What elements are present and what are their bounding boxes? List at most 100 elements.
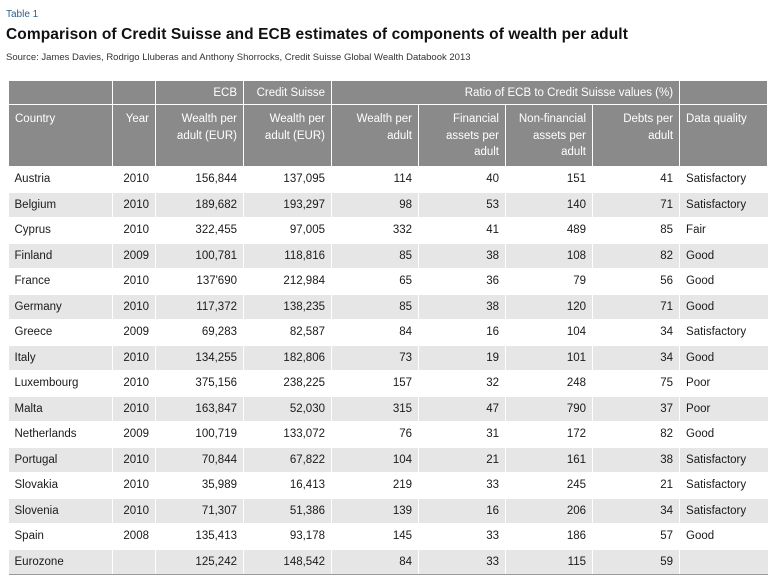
cell-year: 2010 bbox=[112, 217, 156, 244]
cell-ecb-wealth: 137'690 bbox=[155, 268, 244, 295]
cell-country: Finland bbox=[8, 242, 113, 269]
cell-country: Greece bbox=[8, 319, 113, 346]
cell-ratio-nonfinancial: 206 bbox=[505, 497, 593, 524]
cell-ratio-debts: 21 bbox=[591, 472, 681, 499]
wealth-comparison-table: ECB Credit Suisse Ratio of ECB to Credit… bbox=[8, 80, 769, 575]
cell-ratio-wealth: 219 bbox=[331, 472, 419, 499]
cell-ecb-wealth: 322,455 bbox=[155, 217, 244, 244]
cell-year bbox=[112, 548, 156, 575]
cell-year: 2009 bbox=[112, 319, 156, 346]
cell-data-quality: Good bbox=[679, 523, 768, 550]
cell-year: 2010 bbox=[112, 370, 156, 397]
cell-ratio-wealth: 84 bbox=[331, 548, 419, 575]
cell-year: 2009 bbox=[112, 242, 156, 269]
cell-ratio-nonfinancial: 120 bbox=[505, 293, 593, 320]
cell-ratio-debts: 75 bbox=[591, 370, 681, 397]
cell-year: 2010 bbox=[112, 344, 156, 371]
cell-ratio-debts: 82 bbox=[591, 242, 681, 269]
cell-data-quality: Poor bbox=[679, 395, 768, 422]
cell-ecb-wealth: 189,682 bbox=[155, 191, 244, 218]
cell-ratio-debts: 38 bbox=[591, 446, 681, 473]
header-empty-country bbox=[8, 80, 113, 105]
cell-ecb-wealth: 35,989 bbox=[155, 472, 244, 499]
cell-ratio-wealth: 98 bbox=[331, 191, 419, 218]
cell-ratio-debts: 41 bbox=[591, 166, 681, 193]
cell-data-quality: Satisfactory bbox=[679, 166, 768, 193]
cell-data-quality: Good bbox=[679, 242, 768, 269]
col-header-year: Year bbox=[112, 104, 156, 167]
cell-ratio-debts: 57 bbox=[591, 523, 681, 550]
cell-cs-wealth: 193,297 bbox=[243, 191, 332, 218]
cell-data-quality bbox=[679, 548, 768, 575]
cell-country: Luxembourg bbox=[8, 370, 113, 397]
cell-ratio-financial: 33 bbox=[418, 472, 506, 499]
cell-ecb-wealth: 156,844 bbox=[155, 166, 244, 193]
cell-ratio-nonfinancial: 101 bbox=[505, 344, 593, 371]
cell-year: 2010 bbox=[112, 293, 156, 320]
cell-cs-wealth: 51,386 bbox=[243, 497, 332, 524]
cell-data-quality: Good bbox=[679, 344, 768, 371]
cell-ratio-financial: 19 bbox=[418, 344, 506, 371]
table-body: Austria 2010 156,844 137,095 114 40 151 41 Satis… bbox=[8, 166, 768, 575]
cell-cs-wealth: 52,030 bbox=[243, 395, 332, 422]
table-row: Malta 2010 163,847 52,030 315 47 790 37 Poor bbox=[8, 395, 768, 422]
cell-ratio-nonfinancial: 151 bbox=[505, 166, 593, 193]
cell-country: Italy bbox=[8, 344, 113, 371]
cell-country: Belgium bbox=[8, 191, 113, 218]
header-group-ecb: ECB bbox=[155, 80, 244, 105]
cell-ratio-debts: 71 bbox=[591, 293, 681, 320]
table-row: Greece 2009 69,283 82,587 84 16 104 34 Satisfact… bbox=[8, 319, 768, 346]
cell-ecb-wealth: 163,847 bbox=[155, 395, 244, 422]
cell-country: Austria bbox=[8, 166, 113, 193]
cell-year: 2010 bbox=[112, 268, 156, 295]
cell-year: 2010 bbox=[112, 166, 156, 193]
cell-ratio-nonfinancial: 140 bbox=[505, 191, 593, 218]
cell-ratio-wealth: 85 bbox=[331, 242, 419, 269]
cell-ratio-nonfinancial: 161 bbox=[505, 446, 593, 473]
table-row: Belgium 2010 189,682 193,297 98 53 140 71 Satisf… bbox=[8, 191, 768, 218]
cell-ratio-debts: 37 bbox=[591, 395, 681, 422]
table-row: Germany 2010 117,372 138,235 85 38 120 71 Good bbox=[8, 293, 768, 320]
col-header-ratio-financial: Financial assets per adult bbox=[418, 104, 506, 167]
cell-ratio-financial: 16 bbox=[418, 497, 506, 524]
table-row: Finland 2009 100,781 118,816 85 38 108 82 Good bbox=[8, 242, 768, 269]
cell-ratio-nonfinancial: 79 bbox=[505, 268, 593, 295]
cell-country: Netherlands bbox=[8, 421, 113, 448]
table-row: Italy 2010 134,255 182,806 73 19 101 34 Good bbox=[8, 344, 768, 371]
cell-ecb-wealth: 117,372 bbox=[155, 293, 244, 320]
cell-ratio-financial: 41 bbox=[418, 217, 506, 244]
cell-cs-wealth: 212,984 bbox=[243, 268, 332, 295]
cell-cs-wealth: 133,072 bbox=[243, 421, 332, 448]
cell-ratio-nonfinancial: 104 bbox=[505, 319, 593, 346]
cell-ecb-wealth: 71,307 bbox=[155, 497, 244, 524]
cell-country: Cyprus bbox=[8, 217, 113, 244]
cell-ecb-wealth: 375,156 bbox=[155, 370, 244, 397]
cell-ecb-wealth: 125,242 bbox=[155, 548, 244, 575]
cell-ratio-financial: 33 bbox=[418, 548, 506, 575]
cell-ratio-wealth: 85 bbox=[331, 293, 419, 320]
cell-country: Portugal bbox=[8, 446, 113, 473]
cell-ecb-wealth: 69,283 bbox=[155, 319, 244, 346]
cell-ratio-financial: 16 bbox=[418, 319, 506, 346]
cell-ratio-financial: 33 bbox=[418, 523, 506, 550]
cell-ratio-wealth: 104 bbox=[331, 446, 419, 473]
cell-data-quality: Poor bbox=[679, 370, 768, 397]
cell-ratio-financial: 47 bbox=[418, 395, 506, 422]
table-header: ECB Credit Suisse Ratio of ECB to Credit… bbox=[8, 80, 769, 167]
cell-data-quality: Good bbox=[679, 293, 768, 320]
table-row: Spain 2008 135,413 93,178 145 33 186 57 Good bbox=[8, 523, 768, 550]
cell-cs-wealth: 118,816 bbox=[243, 242, 332, 269]
cell-ratio-wealth: 84 bbox=[331, 319, 419, 346]
cell-ratio-debts: 82 bbox=[591, 421, 681, 448]
cell-data-quality: Satisfactory bbox=[679, 472, 768, 499]
cell-ratio-financial: 31 bbox=[418, 421, 506, 448]
cell-data-quality: Satisfactory bbox=[679, 497, 768, 524]
cell-country: Malta bbox=[8, 395, 113, 422]
cell-ecb-wealth: 100,781 bbox=[155, 242, 244, 269]
col-header-ratio-wealth: Wealth per adult bbox=[331, 104, 419, 167]
col-header-ecb-wealth: Wealth per adult (EUR) bbox=[155, 104, 244, 167]
cell-ratio-wealth: 73 bbox=[331, 344, 419, 371]
cell-ratio-financial: 36 bbox=[418, 268, 506, 295]
cell-ratio-financial: 38 bbox=[418, 242, 506, 269]
cell-data-quality: Satisfactory bbox=[679, 446, 768, 473]
